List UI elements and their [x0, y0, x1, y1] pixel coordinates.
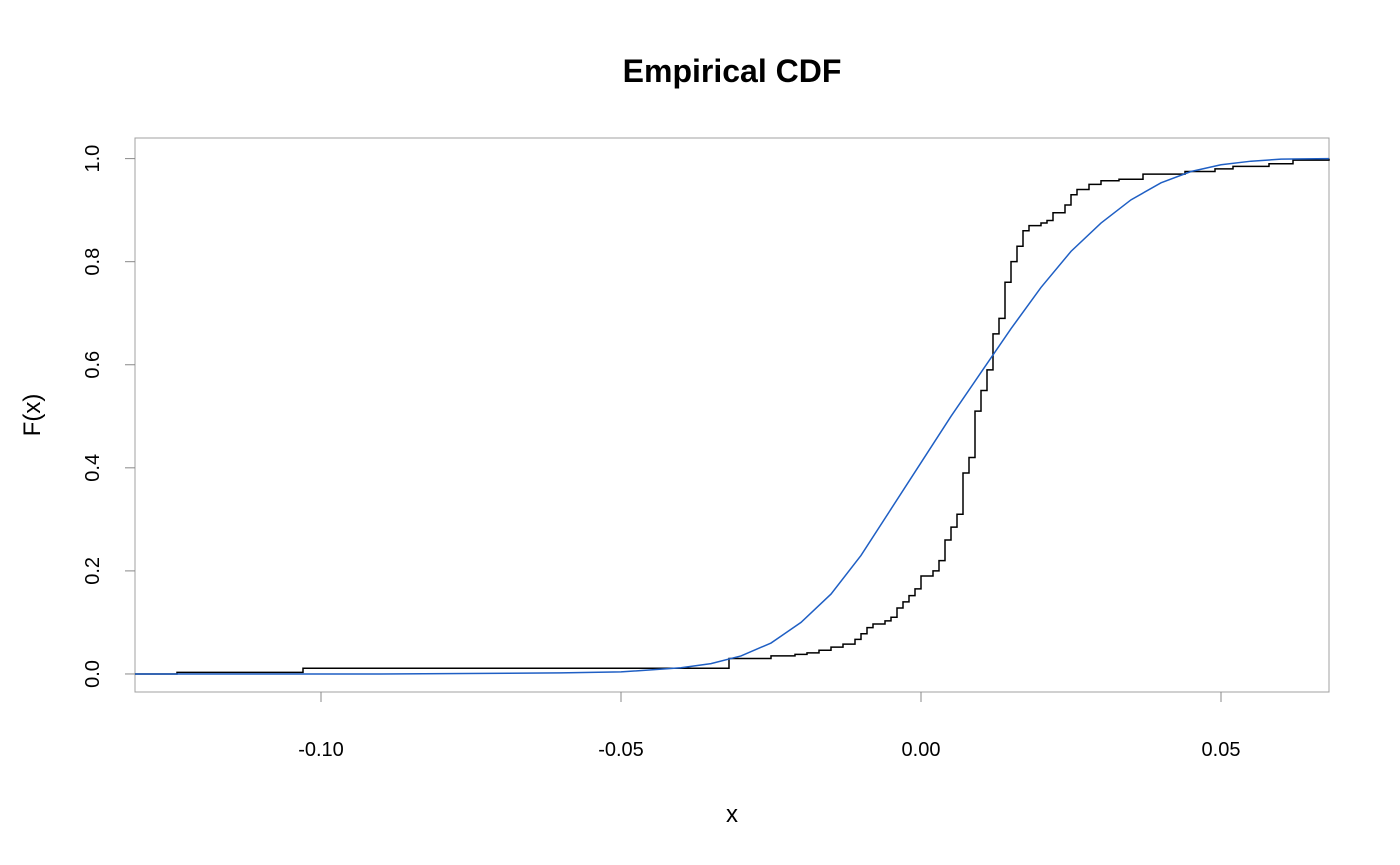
x-tick-label: 0.00: [902, 739, 941, 761]
y-tick-label: 0.2: [82, 557, 104, 585]
x-tick-label: 0.05: [1202, 739, 1241, 761]
ecdf-step-series: [135, 158, 1330, 675]
y-tick-label: 0.6: [82, 351, 104, 379]
x-tick-label: -0.10: [298, 739, 344, 761]
series-layer: [135, 157, 1330, 675]
y-tick-label: 0.8: [82, 248, 104, 276]
x-tick-label: -0.05: [598, 739, 644, 761]
y-axis: 0.0 0.2 0.4 0.6 0.8 1.0: [82, 145, 135, 688]
y-tick-label: 0.0: [82, 660, 104, 688]
y-axis-label: F(x): [19, 394, 46, 437]
x-axis-label: x: [726, 801, 738, 828]
x-axis: -0.10 -0.05 0.00 0.05: [298, 692, 1240, 761]
y-tick-label: 0.4: [82, 454, 104, 482]
plot-frame: [134, 137, 1330, 693]
y-tick-label: 1.0: [82, 145, 104, 173]
reference-cdf-series: [135, 157, 1330, 675]
chart-title: Empirical CDF: [623, 53, 842, 89]
